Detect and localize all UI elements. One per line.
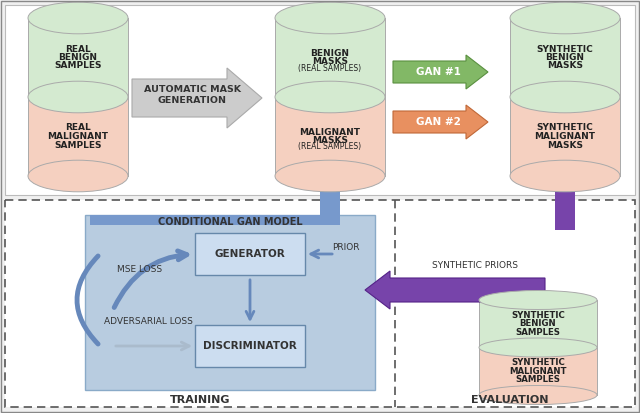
- Text: SYNTHETIC PRIORS: SYNTHETIC PRIORS: [432, 261, 518, 270]
- FancyBboxPatch shape: [5, 200, 635, 407]
- Text: (REAL SAMPLES): (REAL SAMPLES): [298, 64, 362, 73]
- Text: MASKS: MASKS: [312, 136, 348, 145]
- Text: PRIOR: PRIOR: [332, 244, 360, 252]
- Polygon shape: [275, 18, 385, 97]
- Ellipse shape: [275, 2, 385, 34]
- Text: GAN #1: GAN #1: [415, 67, 460, 77]
- Polygon shape: [510, 18, 620, 97]
- Text: CONDITIONAL GAN MODEL: CONDITIONAL GAN MODEL: [157, 217, 302, 227]
- Text: REAL: REAL: [65, 123, 91, 133]
- Text: SYNTHETIC: SYNTHETIC: [536, 123, 593, 133]
- Ellipse shape: [479, 338, 597, 357]
- Ellipse shape: [510, 2, 620, 34]
- Text: AUTOMATIC MASK
GENERATION: AUTOMATIC MASK GENERATION: [143, 85, 241, 105]
- Text: BENIGN: BENIGN: [545, 53, 584, 62]
- Text: MALIGNANT: MALIGNANT: [509, 367, 567, 376]
- Text: ADVERSARIAL LOSS: ADVERSARIAL LOSS: [104, 318, 193, 327]
- Text: MSE LOSS: MSE LOSS: [117, 266, 163, 275]
- Text: SYNTHETIC: SYNTHETIC: [536, 45, 593, 54]
- Text: MALIGNANT: MALIGNANT: [300, 128, 360, 137]
- FancyBboxPatch shape: [85, 215, 375, 390]
- Bar: [90, 215, 320, 225]
- Ellipse shape: [28, 81, 128, 113]
- Text: BENIGN: BENIGN: [520, 319, 556, 328]
- Text: SYNTHETIC: SYNTHETIC: [511, 311, 565, 320]
- Bar: [555, 175, 575, 205]
- Text: SAMPLES: SAMPLES: [515, 375, 561, 384]
- FancyBboxPatch shape: [5, 5, 635, 195]
- Text: MALIGNANT: MALIGNANT: [534, 132, 595, 141]
- Text: GENERATOR: GENERATOR: [214, 249, 285, 259]
- Ellipse shape: [28, 160, 128, 192]
- Text: (REAL SAMPLES): (REAL SAMPLES): [298, 142, 362, 152]
- Polygon shape: [132, 68, 262, 128]
- Polygon shape: [510, 97, 620, 176]
- Text: TRAINING: TRAINING: [170, 395, 230, 405]
- Text: DISCRIMINATOR: DISCRIMINATOR: [203, 341, 297, 351]
- Ellipse shape: [510, 160, 620, 192]
- Polygon shape: [28, 97, 128, 176]
- Bar: [555, 200, 575, 230]
- Text: MALIGNANT: MALIGNANT: [47, 132, 109, 141]
- Polygon shape: [365, 271, 545, 309]
- FancyBboxPatch shape: [195, 325, 305, 367]
- Polygon shape: [393, 55, 488, 89]
- Text: MASKS: MASKS: [547, 62, 583, 71]
- Text: BENIGN: BENIGN: [310, 49, 349, 58]
- Text: GAN #2: GAN #2: [415, 117, 460, 127]
- Polygon shape: [275, 97, 385, 176]
- Text: SAMPLES: SAMPLES: [54, 62, 102, 71]
- Text: MASKS: MASKS: [312, 57, 348, 66]
- FancyBboxPatch shape: [195, 233, 305, 275]
- Text: SAMPLES: SAMPLES: [54, 140, 102, 150]
- Ellipse shape: [510, 81, 620, 113]
- Text: EVALUATION: EVALUATION: [471, 395, 548, 405]
- Polygon shape: [479, 300, 597, 347]
- Ellipse shape: [28, 2, 128, 34]
- Text: MASKS: MASKS: [547, 140, 583, 150]
- Polygon shape: [393, 105, 488, 139]
- Text: SAMPLES: SAMPLES: [515, 328, 561, 337]
- Ellipse shape: [275, 160, 385, 192]
- Ellipse shape: [479, 385, 597, 404]
- Ellipse shape: [275, 81, 385, 113]
- Text: SYNTHETIC: SYNTHETIC: [511, 358, 565, 367]
- Polygon shape: [28, 18, 128, 97]
- Text: REAL: REAL: [65, 45, 91, 54]
- Bar: [320, 175, 340, 220]
- Bar: [320, 210, 340, 225]
- Text: BENIGN: BENIGN: [58, 53, 97, 62]
- Ellipse shape: [479, 290, 597, 309]
- Polygon shape: [479, 347, 597, 395]
- Bar: [320, 200, 340, 220]
